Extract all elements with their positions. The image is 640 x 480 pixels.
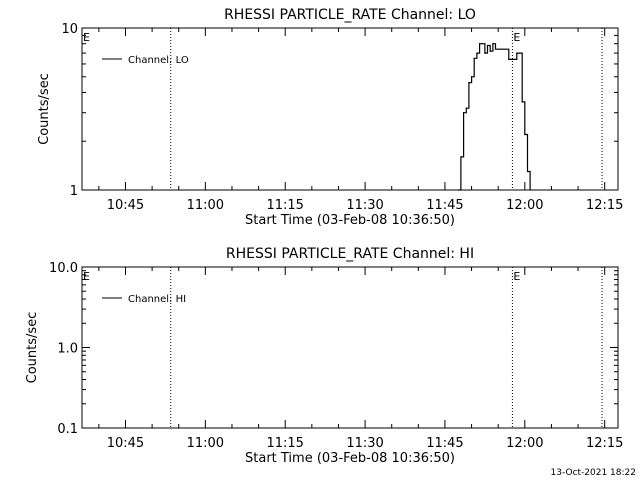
data-point: [508, 58, 510, 60]
plot-timestamp: 13-Oct-2021 18:22: [550, 468, 636, 478]
plot-frame: [81, 266, 619, 429]
x-tick-label: 11:15: [266, 436, 303, 451]
data-point: [524, 133, 526, 136]
x-axis-label: Start Time (03-Feb-08 10:36:50): [245, 213, 455, 228]
data-point: [489, 50, 491, 52]
x-tick-label: 11:30: [346, 436, 383, 451]
x-tick-label: 11:00: [187, 436, 224, 451]
data-point: [526, 170, 529, 173]
data-point: [510, 58, 513, 60]
data-point: [457, 189, 459, 191]
legend-label: Channel: LO: [128, 55, 189, 66]
y-tick-label: 10.0: [49, 261, 78, 276]
data-point: [502, 48, 505, 50]
event-marker: E: [513, 31, 520, 44]
data-point: [513, 58, 515, 60]
data-point: [476, 52, 478, 54]
corner-event-marker: E: [83, 31, 90, 44]
x-tick-label: 12:00: [506, 436, 543, 451]
x-tick-label: 11:45: [426, 198, 463, 213]
data-point: [518, 52, 521, 54]
x-tick-label: 10:45: [107, 436, 144, 451]
data-point: [473, 57, 475, 59]
data-point: [481, 43, 483, 45]
x-tick-label: 11:45: [426, 436, 463, 451]
data-point: [492, 43, 494, 45]
data-point: [462, 112, 465, 114]
data-point: [516, 52, 518, 54]
x-tick-label: 11:00: [187, 198, 224, 213]
x-tick-label: 12:15: [586, 436, 623, 451]
data-point: [521, 101, 523, 103]
event-marker: E: [513, 270, 520, 283]
data-point: [468, 82, 470, 84]
chart-title: RHESSI PARTICLE_RATE Channel: HI: [226, 246, 474, 262]
x-tick-label: 11:15: [266, 198, 303, 213]
data-point: [500, 48, 502, 50]
y-tick-label: 1: [70, 184, 78, 199]
y-tick-label: 0.1: [57, 422, 78, 437]
panel-2: [81, 266, 619, 429]
y-tick-label: 1.0: [57, 342, 78, 357]
y-tick-label: 10: [61, 22, 78, 37]
chart-title: RHESSI PARTICLE_RATE Channel: LO: [224, 7, 476, 23]
x-tick-label: 12:15: [586, 198, 623, 213]
y-axis-label: Counts/sec: [25, 312, 40, 384]
panel-1: [81, 27, 619, 191]
corner-event-marker: E: [83, 270, 90, 283]
data-point: [486, 44, 489, 47]
data-point: [484, 52, 486, 54]
data-point: [465, 107, 467, 109]
data-point: [529, 189, 531, 191]
data-point: [460, 156, 462, 158]
data-point: [505, 48, 507, 50]
y-axis-label: Counts/sec: [37, 73, 52, 145]
x-tick-label: 10:45: [107, 198, 144, 213]
x-axis-label: Start Time (03-Feb-08 10:36:50): [245, 451, 455, 466]
data-point: [478, 43, 481, 45]
x-tick-label: 12:00: [506, 198, 543, 213]
data-point: [497, 48, 499, 50]
x-tick-label: 11:30: [346, 198, 383, 213]
plot-frame: [81, 27, 619, 191]
series-line: [458, 43, 531, 191]
data-point: [470, 76, 473, 78]
data-point: [494, 48, 497, 50]
legend-label: Channel: HI: [128, 294, 186, 305]
